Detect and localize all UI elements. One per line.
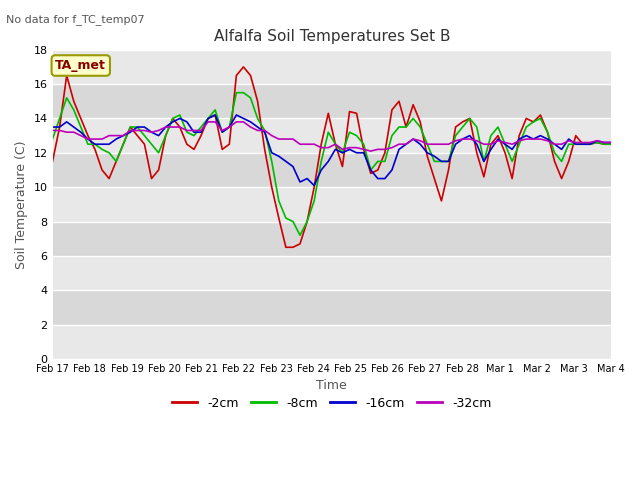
Bar — [52, 119, 611, 153]
Title: Alfalfa Soil Temperatures Set B: Alfalfa Soil Temperatures Set B — [214, 29, 450, 44]
Bar — [52, 221, 611, 256]
Bar — [52, 256, 611, 290]
Bar — [52, 187, 611, 221]
Legend: -2cm, -8cm, -16cm, -32cm: -2cm, -8cm, -16cm, -32cm — [167, 392, 497, 415]
Text: No data for f_TC_temp07: No data for f_TC_temp07 — [6, 14, 145, 25]
Text: TA_met: TA_met — [55, 59, 106, 72]
Bar — [52, 290, 611, 324]
Bar — [52, 50, 611, 84]
Bar — [52, 153, 611, 187]
Bar — [52, 84, 611, 119]
Y-axis label: Soil Temperature (C): Soil Temperature (C) — [15, 140, 28, 269]
Bar — [52, 324, 611, 359]
X-axis label: Time: Time — [316, 379, 348, 392]
